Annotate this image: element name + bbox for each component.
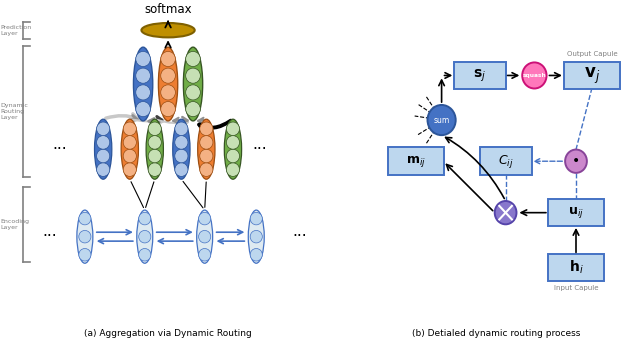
Circle shape bbox=[139, 230, 151, 243]
Text: Input Capule: Input Capule bbox=[554, 285, 598, 291]
Circle shape bbox=[161, 51, 175, 67]
Text: $\mathbf{s}_j$: $\mathbf{s}_j$ bbox=[474, 67, 486, 84]
Circle shape bbox=[186, 102, 200, 117]
Text: $\mathbf{u}_{ij}$: $\mathbf{u}_{ij}$ bbox=[568, 205, 584, 220]
Circle shape bbox=[198, 248, 211, 261]
Ellipse shape bbox=[248, 210, 264, 263]
Text: ···: ··· bbox=[252, 142, 267, 157]
Circle shape bbox=[227, 122, 239, 135]
Circle shape bbox=[79, 248, 91, 261]
FancyBboxPatch shape bbox=[548, 254, 605, 281]
Text: ···: ··· bbox=[43, 229, 57, 244]
Text: squash: squash bbox=[522, 73, 547, 78]
Text: $\mathbf{h}_i$: $\mathbf{h}_i$ bbox=[569, 259, 583, 276]
Circle shape bbox=[175, 149, 188, 163]
Circle shape bbox=[97, 122, 109, 135]
Circle shape bbox=[161, 102, 175, 117]
Circle shape bbox=[198, 230, 211, 243]
Ellipse shape bbox=[134, 47, 153, 121]
Text: Dynamic
Routing
Layer: Dynamic Routing Layer bbox=[0, 103, 28, 120]
FancyBboxPatch shape bbox=[548, 199, 605, 226]
Ellipse shape bbox=[141, 23, 195, 37]
Circle shape bbox=[186, 68, 200, 83]
Text: $\mathbf{m}_{ij}$: $\mathbf{m}_{ij}$ bbox=[406, 154, 426, 169]
Circle shape bbox=[198, 212, 211, 225]
Text: sum: sum bbox=[433, 116, 450, 125]
Circle shape bbox=[175, 135, 188, 149]
Circle shape bbox=[136, 102, 150, 117]
Circle shape bbox=[124, 163, 136, 176]
Circle shape bbox=[136, 51, 150, 67]
Circle shape bbox=[148, 122, 161, 135]
Circle shape bbox=[200, 135, 213, 149]
FancyBboxPatch shape bbox=[388, 147, 445, 175]
Circle shape bbox=[79, 212, 91, 225]
Circle shape bbox=[200, 149, 213, 163]
Circle shape bbox=[227, 135, 239, 149]
Circle shape bbox=[175, 122, 188, 135]
FancyBboxPatch shape bbox=[564, 62, 621, 89]
Ellipse shape bbox=[196, 210, 212, 263]
Circle shape bbox=[186, 51, 200, 67]
Circle shape bbox=[139, 248, 151, 261]
Circle shape bbox=[161, 85, 175, 100]
Circle shape bbox=[97, 149, 109, 163]
Text: softmax: softmax bbox=[144, 3, 192, 16]
Circle shape bbox=[522, 62, 547, 88]
Circle shape bbox=[79, 230, 91, 243]
Ellipse shape bbox=[77, 210, 93, 263]
Text: Encoding
Layer: Encoding Layer bbox=[0, 219, 29, 230]
Circle shape bbox=[97, 135, 109, 149]
Circle shape bbox=[200, 163, 213, 176]
Circle shape bbox=[124, 149, 136, 163]
Ellipse shape bbox=[224, 119, 242, 179]
FancyBboxPatch shape bbox=[454, 62, 506, 89]
Circle shape bbox=[175, 163, 188, 176]
Text: $\mathbf{v}_j$: $\mathbf{v}_j$ bbox=[584, 66, 600, 85]
Circle shape bbox=[200, 122, 213, 135]
Circle shape bbox=[148, 149, 161, 163]
Text: ···: ··· bbox=[292, 229, 307, 244]
Circle shape bbox=[139, 212, 151, 225]
Circle shape bbox=[124, 122, 136, 135]
Circle shape bbox=[428, 105, 456, 135]
Ellipse shape bbox=[137, 210, 153, 263]
Text: (b) Detialed dynamic routing process: (b) Detialed dynamic routing process bbox=[412, 329, 580, 338]
Text: ···: ··· bbox=[52, 142, 67, 157]
Circle shape bbox=[565, 150, 587, 173]
Circle shape bbox=[250, 212, 262, 225]
Text: $C_{ij}$: $C_{ij}$ bbox=[498, 153, 513, 170]
Ellipse shape bbox=[184, 47, 203, 121]
Circle shape bbox=[495, 201, 516, 224]
Ellipse shape bbox=[198, 119, 215, 179]
Text: •: • bbox=[572, 154, 580, 168]
Ellipse shape bbox=[173, 119, 190, 179]
Text: Output Capule: Output Capule bbox=[566, 51, 618, 57]
Text: (a) Aggregation via Dynamic Routing: (a) Aggregation via Dynamic Routing bbox=[84, 329, 252, 338]
Ellipse shape bbox=[146, 119, 163, 179]
FancyBboxPatch shape bbox=[479, 147, 532, 175]
Circle shape bbox=[250, 230, 262, 243]
Text: Prediction
Layer: Prediction Layer bbox=[0, 25, 31, 36]
Circle shape bbox=[161, 68, 175, 83]
Circle shape bbox=[97, 163, 109, 176]
Circle shape bbox=[186, 85, 200, 100]
Circle shape bbox=[148, 163, 161, 176]
Circle shape bbox=[227, 163, 239, 176]
Circle shape bbox=[250, 248, 262, 261]
Circle shape bbox=[136, 85, 150, 100]
Circle shape bbox=[136, 68, 150, 83]
Circle shape bbox=[148, 135, 161, 149]
Circle shape bbox=[124, 135, 136, 149]
Circle shape bbox=[227, 149, 239, 163]
Ellipse shape bbox=[95, 119, 112, 179]
Ellipse shape bbox=[159, 47, 178, 121]
Ellipse shape bbox=[121, 119, 138, 179]
